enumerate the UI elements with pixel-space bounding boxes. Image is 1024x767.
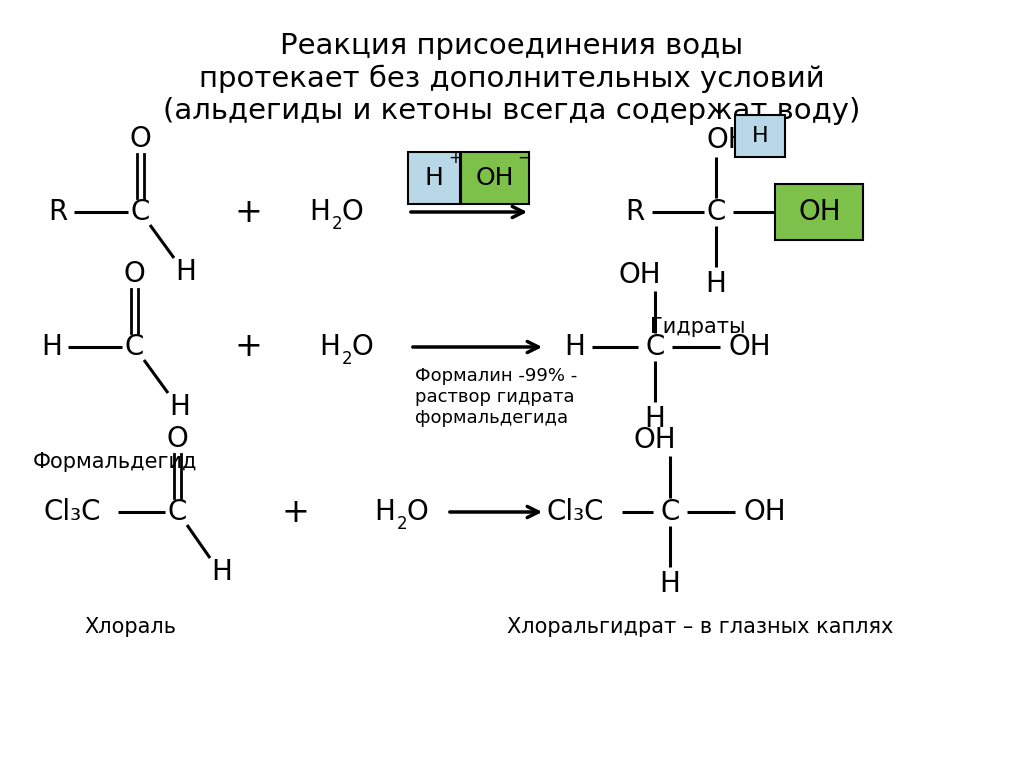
- Text: H: H: [752, 126, 768, 146]
- Text: 2: 2: [396, 515, 408, 533]
- Text: OH: OH: [743, 498, 786, 526]
- Text: +: +: [449, 149, 462, 167]
- Text: 2: 2: [342, 350, 352, 368]
- Text: O: O: [407, 498, 428, 526]
- Text: H: H: [564, 333, 586, 361]
- Text: Формалин -99% -
раствор гидрата
формальдегида: Формалин -99% - раствор гидрата формальд…: [415, 367, 578, 426]
- Text: Гидраты: Гидраты: [650, 317, 745, 337]
- Text: Хлораль: Хлораль: [84, 617, 176, 637]
- Text: Формальдегид: Формальдегид: [33, 452, 198, 472]
- Bar: [461, 152, 529, 204]
- Text: H: H: [659, 570, 680, 598]
- Text: H: H: [175, 258, 197, 286]
- Text: C: C: [707, 198, 726, 226]
- Text: O: O: [123, 260, 144, 288]
- Text: H: H: [42, 333, 62, 361]
- Text: H: H: [212, 558, 232, 586]
- Text: 2: 2: [332, 215, 342, 233]
- Text: Хлоральгидрат – в глазных каплях: Хлоральгидрат – в глазных каплях: [507, 617, 893, 637]
- Text: C: C: [124, 333, 143, 361]
- Bar: [408, 152, 460, 204]
- Text: O: O: [351, 333, 373, 361]
- Text: Cl₃C: Cl₃C: [546, 498, 604, 526]
- Text: +: +: [281, 495, 309, 528]
- Text: H: H: [425, 166, 443, 190]
- Text: C: C: [645, 333, 665, 361]
- Text: O: O: [166, 425, 187, 453]
- Text: C: C: [660, 498, 680, 526]
- Text: OH: OH: [799, 198, 842, 226]
- Text: OH: OH: [729, 333, 771, 361]
- Text: H: H: [170, 393, 190, 421]
- Text: OH: OH: [706, 126, 749, 154]
- Text: OH: OH: [634, 426, 676, 454]
- Text: R: R: [48, 198, 68, 226]
- Text: OH: OH: [476, 166, 514, 190]
- Text: H: H: [309, 198, 331, 226]
- Bar: [735, 115, 785, 157]
- Text: Реакция присоединения воды
протекает без дополнительных условий
(альдегиды и кет: Реакция присоединения воды протекает без…: [163, 32, 861, 125]
- Text: H: H: [706, 270, 726, 298]
- Text: R: R: [626, 198, 645, 226]
- Text: H: H: [319, 333, 340, 361]
- Text: O: O: [341, 198, 362, 226]
- Text: −: −: [517, 149, 530, 167]
- Text: C: C: [130, 198, 150, 226]
- Text: OH: OH: [618, 261, 662, 289]
- Text: C: C: [167, 498, 186, 526]
- Text: O: O: [129, 125, 151, 153]
- Bar: [775, 184, 863, 240]
- Text: Cl₃C: Cl₃C: [43, 498, 100, 526]
- Text: H: H: [375, 498, 395, 526]
- Text: H: H: [644, 405, 666, 433]
- Text: +: +: [234, 196, 262, 229]
- Text: +: +: [234, 331, 262, 364]
